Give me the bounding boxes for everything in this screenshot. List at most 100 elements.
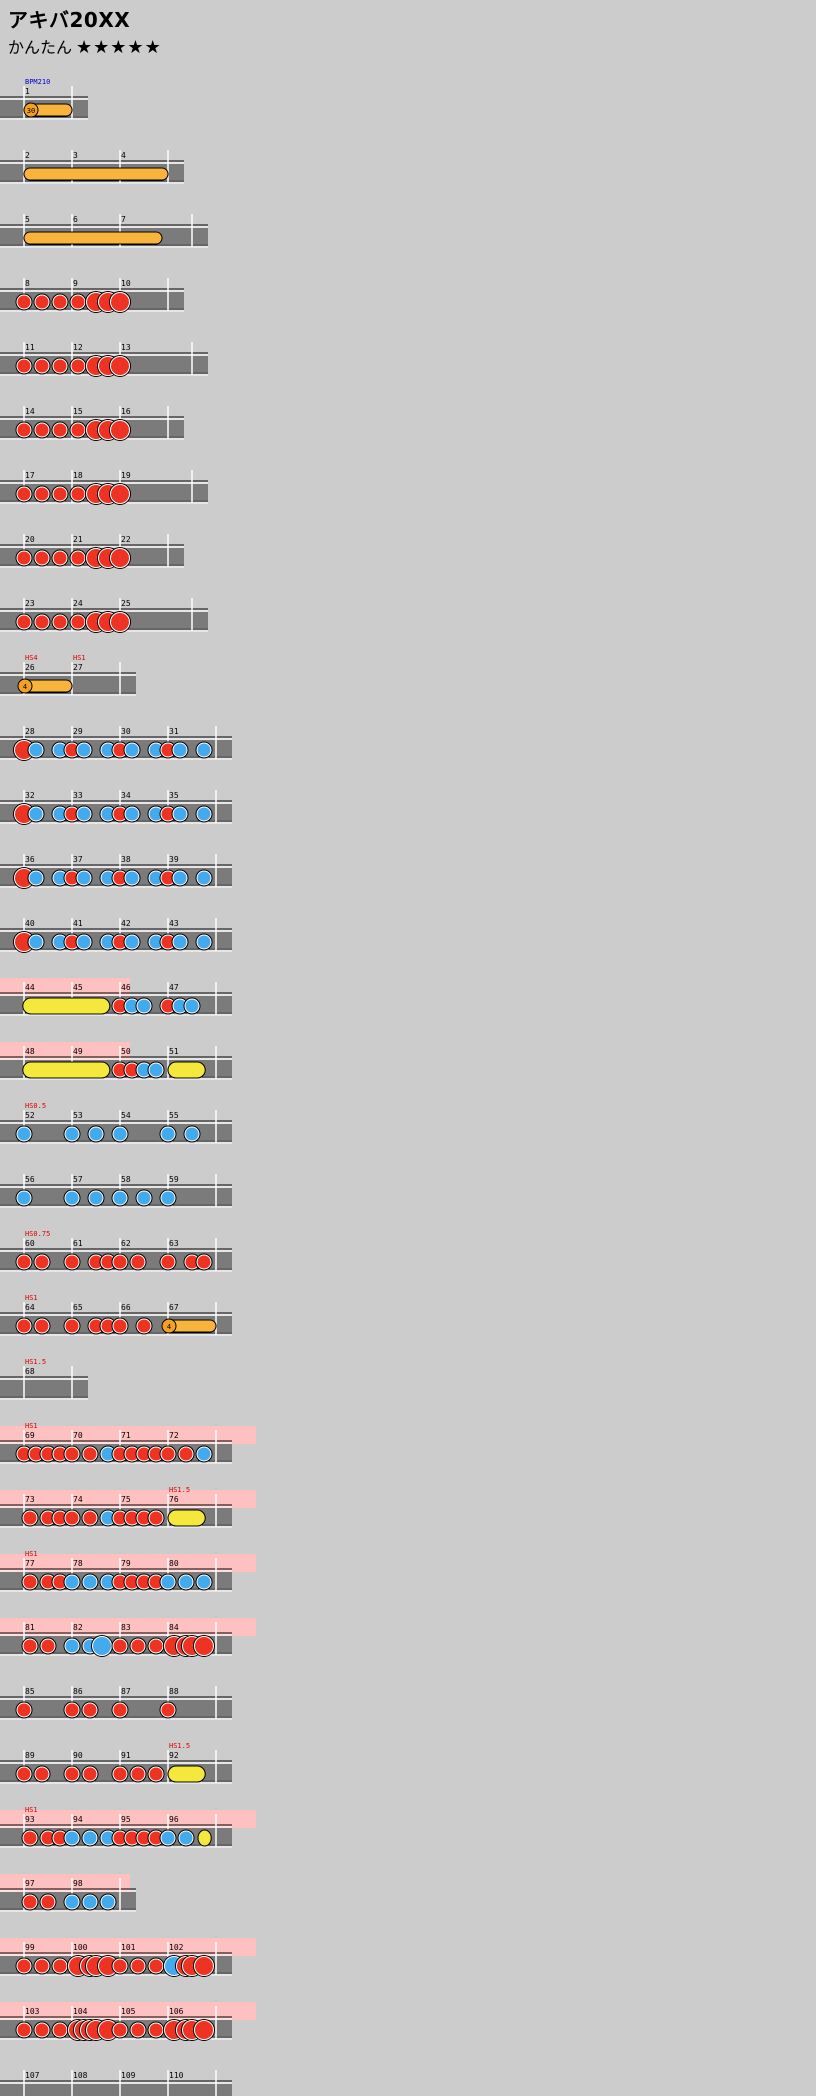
ka-note <box>65 1191 79 1205</box>
measure-number: 101 <box>121 1943 136 1952</box>
ka-note <box>197 935 211 949</box>
big-don-note <box>111 357 129 375</box>
don-note <box>23 1895 37 1909</box>
don-note <box>35 359 49 373</box>
don-note <box>161 1703 175 1717</box>
don-note <box>131 2023 145 2037</box>
balloon-head <box>23 102 39 118</box>
ka-note <box>101 1575 115 1589</box>
score-row: 44 45 46 47 <box>0 978 232 1016</box>
big-don-note <box>195 1957 213 1975</box>
measure-number: 79 <box>121 1559 131 1568</box>
ka-note <box>185 1127 199 1141</box>
measure-number: 65 <box>73 1303 83 1312</box>
measure-number: 66 <box>121 1303 131 1312</box>
don-note <box>53 487 67 501</box>
don-note <box>17 1767 31 1781</box>
measure-number: 14 <box>25 407 35 416</box>
don-note <box>29 1447 43 1461</box>
measure-number: 61 <box>73 1239 83 1248</box>
don-note <box>65 807 79 821</box>
measure-number: 50 <box>121 1047 131 1056</box>
ka-note <box>149 935 163 949</box>
don-note <box>71 359 85 373</box>
drumroll-note <box>23 167 169 181</box>
don-note <box>149 1639 163 1653</box>
measure-number: 89 <box>25 1751 35 1760</box>
ka-note <box>65 1895 79 1909</box>
measure-number: 57 <box>73 1175 83 1184</box>
measure-number: 95 <box>121 1815 131 1824</box>
don-note <box>17 615 31 629</box>
don-note <box>161 743 175 757</box>
measure-number: 24 <box>73 599 83 608</box>
don-note <box>65 1255 79 1269</box>
don-note <box>71 295 85 309</box>
don-note <box>17 423 31 437</box>
measure-number: 22 <box>121 535 131 544</box>
big-drumroll-note <box>167 1509 206 1527</box>
balloon-hit-count: 30 <box>27 107 35 115</box>
ka-note <box>101 935 115 949</box>
measure-number: 20 <box>25 535 35 544</box>
don-note <box>65 1319 79 1333</box>
big-don-note <box>195 2021 213 2039</box>
don-note <box>113 1703 127 1717</box>
measure-number: 13 <box>121 343 131 352</box>
bpm-marker: BPM210 <box>25 78 50 86</box>
don-note <box>65 1767 79 1781</box>
ka-note <box>125 871 139 885</box>
don-note <box>149 1767 163 1781</box>
measure-number: 45 <box>73 983 83 992</box>
scroll-speed-marker: HS0.5 <box>25 1102 46 1110</box>
measure-number: 4 <box>121 151 126 160</box>
score-row: 17 18 19 <box>0 470 208 505</box>
measure-number: 23 <box>25 599 35 608</box>
don-note <box>71 615 85 629</box>
measure-number: 86 <box>73 1687 83 1696</box>
don-note <box>113 1831 127 1845</box>
don-note <box>161 935 175 949</box>
don-note <box>149 1447 163 1461</box>
ka-note <box>197 1447 211 1461</box>
score-row: 8 9 10 <box>0 278 184 313</box>
don-note <box>83 1703 97 1717</box>
measure-number: 48 <box>25 1047 35 1056</box>
measure-number: 91 <box>121 1751 131 1760</box>
song-title: アキバ20XX <box>8 8 131 32</box>
ka-note <box>89 1191 103 1205</box>
measure-number: 83 <box>121 1623 131 1632</box>
measure-number: 96 <box>169 1815 179 1824</box>
measure-number: 67 <box>169 1303 179 1312</box>
ka-note <box>29 935 43 949</box>
measure-number: 27 <box>73 663 83 672</box>
measure-number: 15 <box>73 407 83 416</box>
measure-number: 25 <box>121 599 131 608</box>
measure-number: 60 <box>25 1239 35 1248</box>
big-don-note <box>15 869 33 887</box>
don-note <box>113 999 127 1013</box>
big-don-note <box>111 485 129 503</box>
measure-number: 58 <box>121 1175 131 1184</box>
don-note <box>17 2023 31 2037</box>
don-note <box>35 423 49 437</box>
ka-note <box>53 935 67 949</box>
measure-number: 38 <box>121 855 131 864</box>
score-row: 97 98 <box>0 1874 136 1912</box>
don-note <box>137 1319 151 1333</box>
ka-note <box>101 871 115 885</box>
score-row: 23 24 25 <box>0 598 208 633</box>
measure-number: 99 <box>25 1943 35 1952</box>
don-note <box>65 1703 79 1717</box>
measure-number: 11 <box>25 343 35 352</box>
scroll-speed-marker: HS1 <box>25 1550 38 1558</box>
don-note <box>65 871 79 885</box>
measure-number: 88 <box>169 1687 179 1696</box>
measure-number: 51 <box>169 1047 179 1056</box>
measure-number: 19 <box>121 471 131 480</box>
measure-number: 85 <box>25 1687 35 1696</box>
gogo-band <box>0 1618 256 1636</box>
